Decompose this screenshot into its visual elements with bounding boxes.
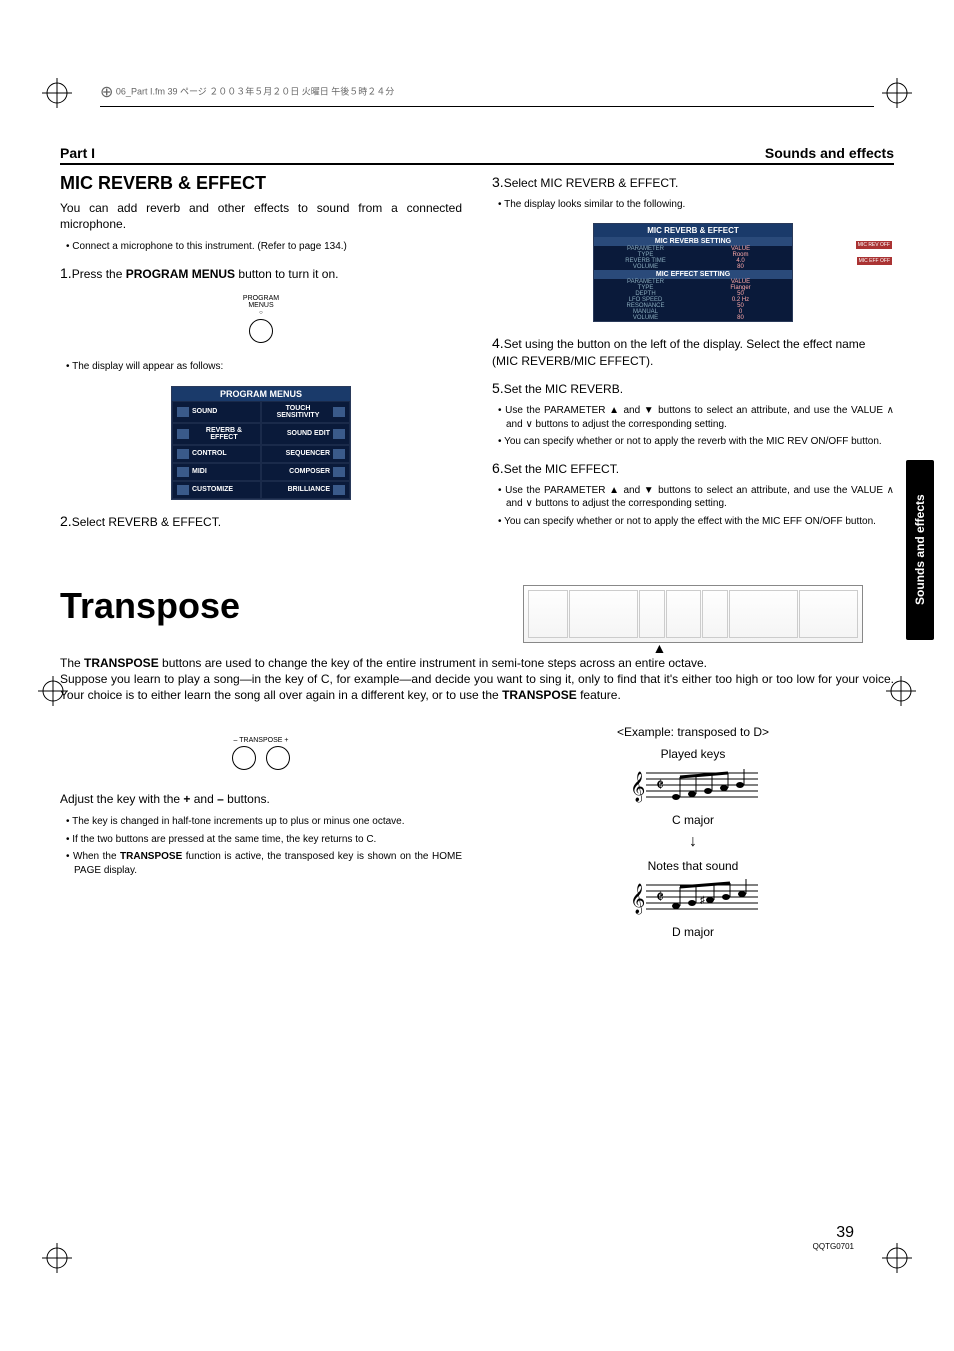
step-3: 3.Select MIC REVERB & EFFECT. [492, 173, 894, 192]
step6-b2: You can specify whether or not to apply … [492, 515, 894, 529]
program-menus-screen: PROGRAM MENUS SOUND TOUCH SENSITIVITY RE… [171, 386, 351, 500]
note-connect: Connect a microphone to this instrument.… [60, 240, 462, 254]
step-4: 4.Set using the button on the left of th… [492, 334, 894, 369]
step3-note: The display looks similar to the followi… [492, 198, 894, 212]
step-5: 5.Set the MIC REVERB. [492, 379, 894, 398]
svg-text:𝄵: 𝄵 [656, 775, 664, 795]
doc-code: QQTG0701 [813, 1242, 854, 1251]
menu-control: CONTROL [172, 445, 261, 463]
menu-reverb: REVERB & EFFECT [172, 423, 261, 445]
crop-mark-br [882, 1243, 912, 1273]
d-major-label: D major [492, 925, 894, 939]
menu-customize: CUSTOMIZE [172, 481, 261, 499]
svg-text:𝄵: 𝄵 [656, 887, 664, 907]
display-note: The display will appear as follows: [60, 360, 462, 374]
menu-sequencer: SEQUENCER [261, 445, 350, 463]
step5-b1: Use the PARAMETER ▲ and ▼ buttons to sel… [492, 404, 894, 431]
menu-sound: SOUND [172, 401, 261, 423]
menu-touch: TOUCH SENSITIVITY [261, 401, 350, 423]
played-keys-label: Played keys [492, 747, 894, 761]
svg-text:𝄞: 𝄞 [630, 883, 645, 915]
mic-intro: You can add reverb and other effects to … [60, 200, 462, 232]
step-1: 1.Press the PROGRAM MENUS button to turn… [60, 264, 462, 283]
step-2: 2.Select REVERB & EFFECT. [60, 512, 462, 531]
transpose-body: The TRANSPOSE buttons are used to change… [60, 655, 894, 704]
staff-c-major: 𝄞 𝄵 [628, 765, 758, 805]
svg-text:𝄞: 𝄞 [630, 771, 645, 803]
step-6: 6.Set the MIC EFFECT. [492, 459, 894, 478]
notes-sound-label: Notes that sound [492, 859, 894, 873]
transpose-b2: If the two buttons are pressed at the sa… [60, 833, 462, 847]
down-arrow-icon: ↓ [492, 833, 894, 851]
menu-composer: COMPOSER [261, 463, 350, 481]
c-major-label: C major [492, 813, 894, 827]
svg-text:♯: ♯ [700, 895, 705, 906]
step5-b2: You can specify whether or not to apply … [492, 435, 894, 449]
transpose-buttons-fig: – TRANSPOSE + [60, 737, 462, 775]
part-header: Part I Sounds and effects [60, 145, 894, 165]
staff-d-major: 𝄞 𝄵 ♯ [628, 877, 758, 917]
crop-mark-bl [42, 1243, 72, 1273]
transpose-b1: The key is changed in half-tone incremen… [60, 815, 462, 829]
menu-brilliance: BRILLIANCE [261, 481, 350, 499]
panel-arrow-icon: ▲ [652, 640, 666, 656]
mic-reverb-screen: MIC REVERB & EFFECT MIC REVERB SETTING P… [593, 223, 793, 322]
page-number: 39 [813, 1224, 854, 1242]
transpose-b3: When the TRANSPOSE function is active, t… [60, 850, 462, 877]
step6-b1: Use the PARAMETER ▲ and ▼ buttons to sel… [492, 484, 894, 511]
transpose-title: Transpose [60, 585, 462, 627]
section-label: Sounds and effects [765, 145, 894, 161]
part-label: Part I [60, 145, 95, 161]
page-footer: 39 QQTG0701 [813, 1224, 854, 1251]
mic-title: MIC REVERB & EFFECT [60, 173, 462, 194]
keyboard-panel-diagram: ▲ [523, 585, 863, 643]
menu-sound-edit: SOUND EDIT [261, 423, 350, 445]
adjust-text: Adjust the key with the + and – buttons. [60, 791, 462, 807]
menu-midi: MIDI [172, 463, 261, 481]
program-menus-button-fig: PROGRAM MENUS ○ [60, 295, 462, 348]
example-title: <Example: transposed to D> [492, 725, 894, 739]
